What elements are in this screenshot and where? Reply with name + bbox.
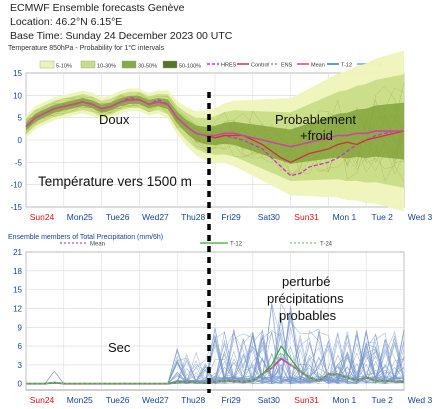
annotation-sec: Sec	[108, 340, 131, 355]
precipitation-x-tick-label: Fri29	[221, 395, 241, 405]
temperature-x-tick-label: Thu28	[181, 212, 205, 222]
precipitation-y-tick-label: 0	[18, 380, 23, 389]
base-time-line: Base Time: Sunday 24 December 2023 00 UT…	[10, 30, 233, 42]
temperature-x-tick-label: Mon 1	[333, 212, 357, 222]
precipitation-x-tick-label: Tue26	[106, 395, 130, 405]
temperature-y-tick-label: 10	[13, 91, 22, 100]
temperature-y-tick-label: 0	[18, 136, 23, 145]
precipitation-x-tick-label: Sat30	[258, 395, 280, 405]
annotation-probables: probables	[279, 308, 337, 323]
precipitation-x-tick-label: Wed 3	[408, 395, 433, 405]
legend-swatch-10-30%	[80, 60, 96, 69]
temperature-x-tick-label: Sun24	[30, 212, 55, 222]
legend-label: HRES	[221, 63, 237, 69]
precipitation-y-tick-label: 3	[18, 361, 23, 370]
precip-series-line-t-24	[26, 351, 404, 385]
ensemble-member-line	[25, 82, 405, 151]
temperature-panel-title: Temperature 850hPa - Probability for 1°C…	[8, 45, 165, 52]
precipitation-panel-title: Ensemble members of Total Precipitation …	[8, 234, 164, 241]
series-line-mean	[25, 99, 404, 148]
legend-label: Control	[251, 63, 269, 69]
precipitation-y-tick-label: 9	[18, 323, 23, 332]
legend-swatch-5-10%	[39, 60, 55, 69]
legend-swatch-30-50%	[121, 60, 137, 69]
ensemble-member-line	[25, 102, 405, 182]
temperature-x-tick-label: Wed27	[142, 212, 169, 222]
legend-label: 5-10%	[56, 64, 72, 70]
precipitation-y-tick-label: 15	[13, 286, 22, 295]
temperature-x-tick-label: Fri29	[221, 212, 241, 222]
annotation-plus-froid: +froid	[300, 128, 333, 143]
legend-label: 10-30%	[97, 64, 116, 70]
annotation-perturbe: perturbé	[282, 274, 330, 289]
legend-label: Mean	[311, 63, 325, 69]
precipitation-x-tick-label: Tue 2	[371, 395, 393, 405]
precipitation-x-tick-label: Thu28	[181, 395, 205, 405]
temperature-x-tick-label: Wed 3	[408, 212, 433, 222]
ensemble-member-line	[25, 95, 405, 145]
precipitation-x-tick-label: Mon25	[67, 395, 93, 405]
temperature-x-tick-label: Tue 2	[371, 212, 393, 222]
location-line: Location: 46.2°N 6.15°E	[10, 16, 123, 28]
temperature-y-tick-label: -15	[10, 203, 22, 212]
legend-label: 30-50%	[138, 64, 157, 70]
precipitation-x-tick-label: Wed27	[142, 395, 169, 405]
precipitation-y-tick-label: 21	[13, 248, 22, 257]
annotation-temperature: Température vers 1500 m	[38, 174, 192, 189]
ensemble-member-line	[25, 102, 405, 172]
legend-label: ENS	[281, 63, 293, 69]
probability-band-30-50	[26, 95, 404, 164]
precipitation-y-tick-label: 18	[13, 267, 22, 276]
precip-legend-label: Mean	[90, 242, 105, 248]
ensemble-member-line	[25, 99, 405, 174]
precipitation-y-tick-label: 12	[13, 304, 22, 313]
temperature-x-tick-label: Tue26	[106, 212, 130, 222]
temperature-y-tick-label: -5	[15, 158, 23, 167]
legend-swatch-50-100%	[162, 60, 178, 69]
temperature-panel: -15 -10 -5 0 5 10 15 Sun24 Mon25 Tue26 Wed27 Thu28 F…	[10, 50, 433, 222]
temperature-x-tick-label: Mon25	[67, 212, 93, 222]
temperature-y-tick-label: 15	[13, 69, 22, 78]
annotation-precipitations: précipitations	[267, 291, 344, 306]
precipitation-x-tick-label: Sun31	[294, 395, 319, 405]
temperature-y-tick-label: -10	[10, 181, 22, 190]
chart-title-line-1: ECMWF Ensemble forecasts Genève	[10, 2, 185, 14]
precipitation-x-tick-label: Sun24	[30, 395, 55, 405]
annotation-probablement: Probablement	[275, 112, 356, 127]
legend-label: 50-100%	[179, 64, 201, 70]
precipitation-y-tick-label: 6	[18, 342, 23, 351]
legend-label: T-12	[341, 63, 352, 69]
annotation-doux: Doux	[99, 112, 130, 127]
precipitation-panel: 0 3 6 9 12 15 18 21 Sun24 Mon25 Tue26 Wed27 Thu28 Fri…	[13, 242, 432, 406]
precip-legend-label: T-24	[320, 242, 333, 248]
precip-legend-label: T-12	[230, 242, 243, 248]
temperature-y-tick-label: 5	[18, 114, 23, 123]
precipitation-x-tick-label: Mon 1	[333, 395, 357, 405]
temperature-x-tick-label: Sun31	[294, 212, 319, 222]
temperature-x-tick-label: Sat30	[258, 212, 280, 222]
